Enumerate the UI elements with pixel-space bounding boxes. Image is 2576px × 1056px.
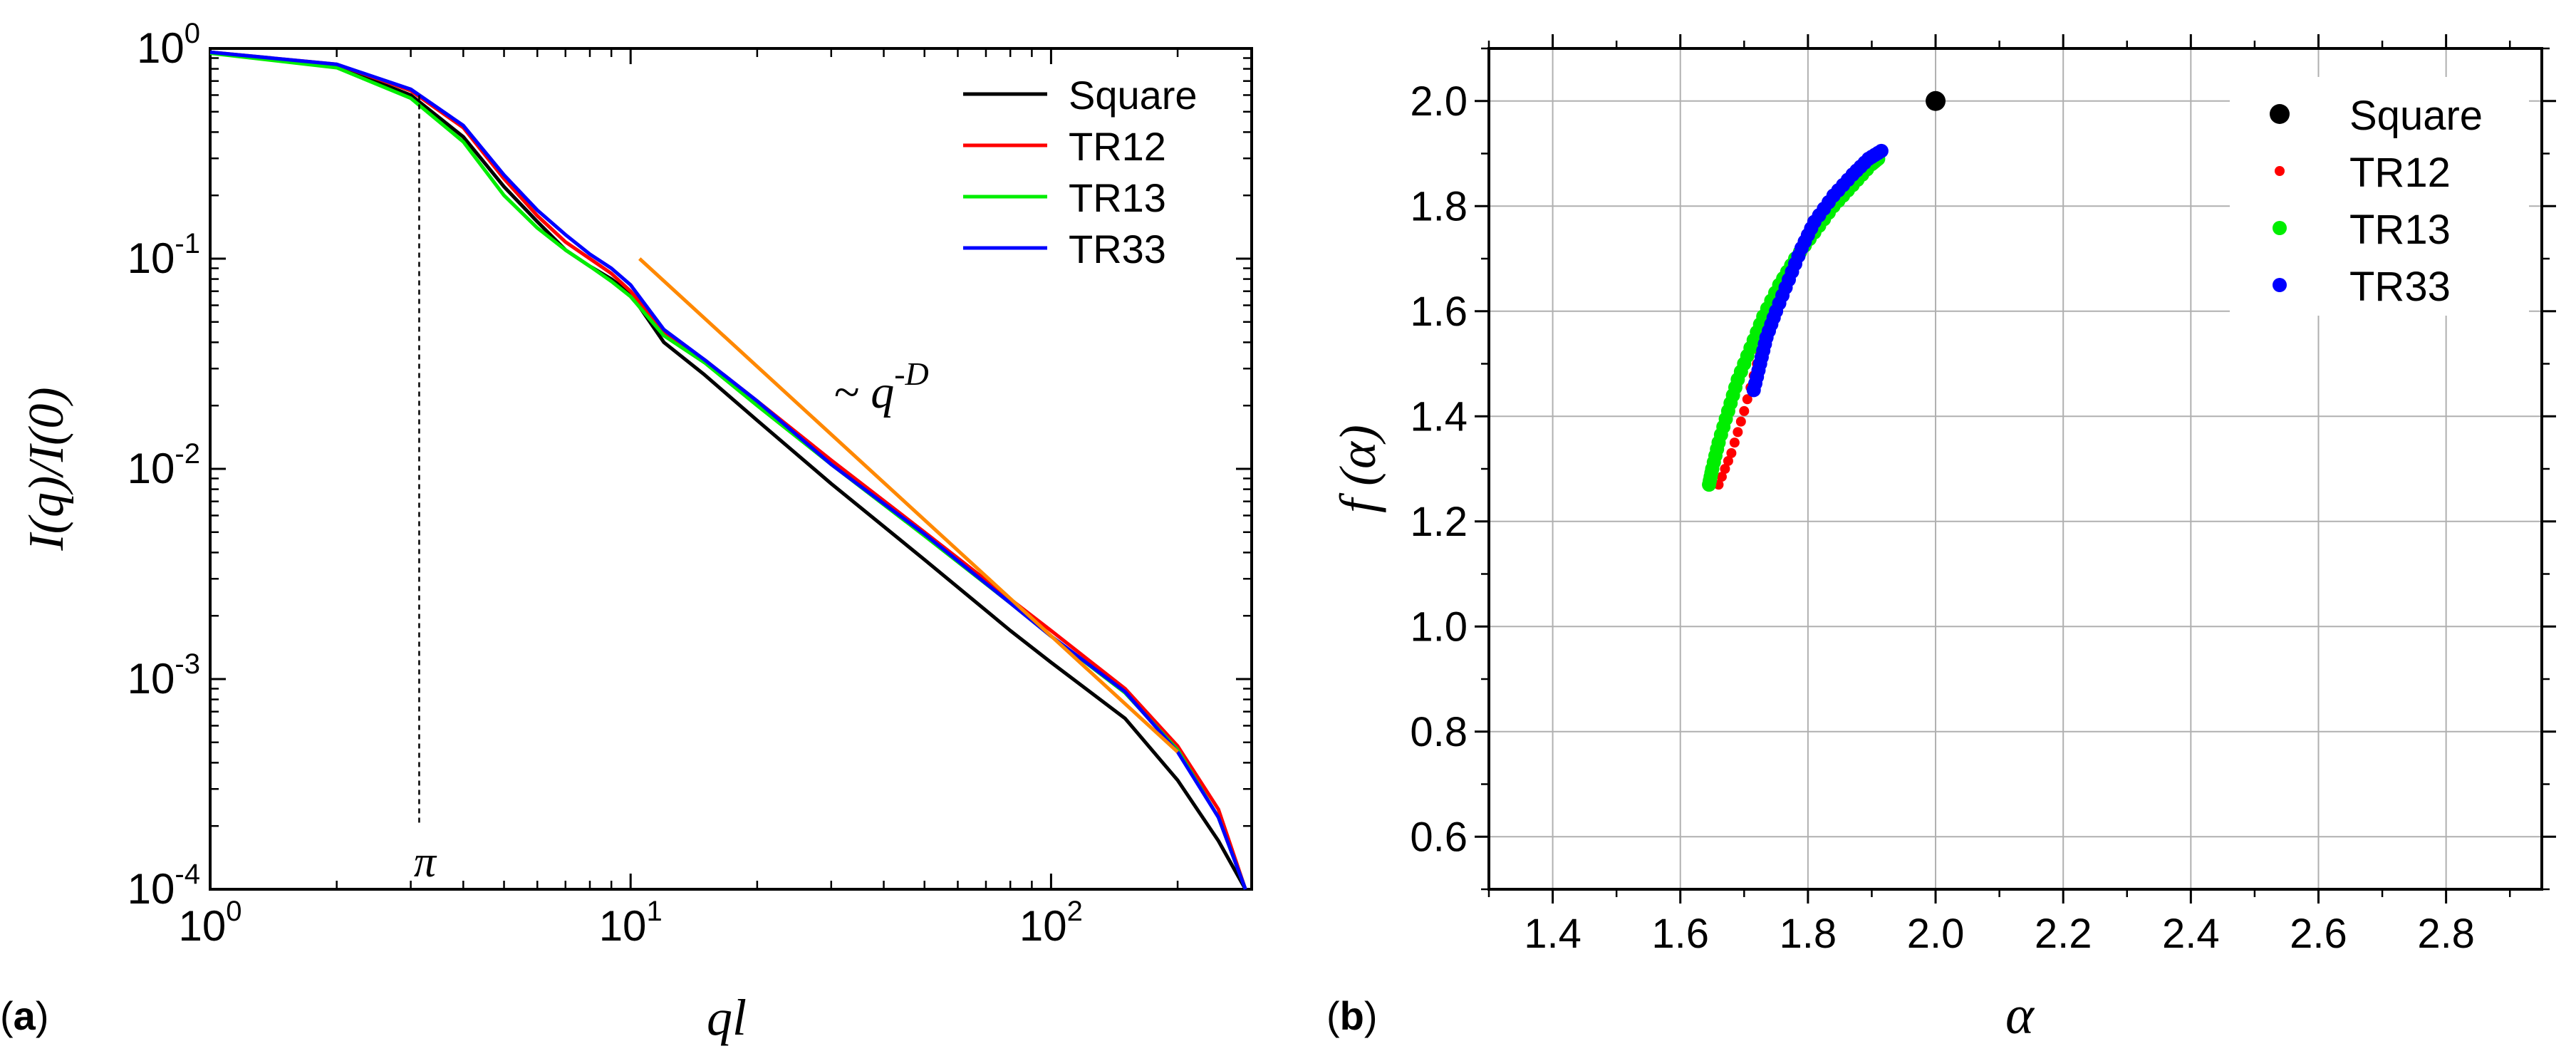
x-tick-label: 2.8 [2417,911,2475,957]
point-tr12 [1716,472,1727,482]
power-law-fit-line [638,257,1179,754]
x-tick-label-exp: 0 [226,896,242,927]
point-tr12 [1742,394,1752,405]
point-tr12 [1729,438,1740,448]
pi-label: π [414,838,437,886]
legend-marker-tr13 [2273,221,2287,235]
y-tick-label: 1.8 [1410,183,1468,229]
y-tick-label: 0.8 [1410,709,1468,755]
panel-b-letter-text: b [1340,993,1364,1038]
x-tick-label-exp: 2 [1067,896,1083,927]
plot-a-ylabel-text: I(q)/I(0) [19,387,74,551]
plot-b-grid [1489,48,2542,889]
power-law-label-exp: -D [894,356,929,392]
y-tick-label: 100 [137,18,200,72]
point-tr12 [1723,455,1733,466]
y-tick-label: 0.6 [1410,814,1468,860]
series-line-tr33 [209,50,1247,890]
x-tick-label: 101 [599,896,663,950]
y-tick-label-exp: 0 [185,18,200,49]
legend-label-tr12: TR12 [2349,150,2451,196]
plot-b-ticks: 1.4 1.6 1.8 2.0 2.2 2.4 2.6 2.8 0.6 0.8 1.0 1.2 1.4 1… [1410,34,2556,957]
panel-a-letter: (a) [0,993,48,1038]
y-tick-label-exp: -2 [175,438,200,470]
legend-label-square: Square [1069,73,1198,118]
y-tick-label: 1.4 [1410,393,1468,440]
y-tick-label-exp: -1 [175,228,200,259]
legend-label-tr33: TR33 [1069,227,1166,271]
x-tick-label-base: 10 [1019,902,1067,950]
plot-b-series [1702,90,1946,492]
y-tick-label-base: 10 [128,655,175,703]
legend-marker-square [2270,104,2290,124]
y-tick-label: 10-4 [128,859,200,913]
plot-b-ylabel: f (α) [1329,425,1386,513]
point-tr12 [1720,464,1730,474]
y-tick-label: 10-1 [128,228,200,282]
y-tick-label-exp: -3 [175,648,200,680]
y-tick-label-exp: -4 [175,859,200,890]
legend-label-square: Square [2349,93,2483,139]
y-tick-label-base: 10 [137,24,185,72]
y-tick-label: 1.0 [1410,604,1468,650]
plot-b-xlabel: α [2005,985,2035,1045]
plot-a-frame [209,47,1253,891]
y-tick-label-base: 10 [128,865,175,913]
legend-label-tr12: TR12 [1069,124,1166,169]
power-law-label: ~ q-D [833,356,929,418]
x-tick-label: 2.2 [2035,911,2092,957]
y-tick-label: 1.6 [1410,289,1468,335]
point-tr33 [1874,143,1889,158]
x-tick-label-base: 10 [179,902,227,950]
x-tick-label-base: 10 [599,902,647,950]
plot-b-legend: Square TR12 TR13 TR33 [2230,77,2529,316]
y-tick-label-base: 10 [128,445,175,492]
plot-a-annotations: π ~ q-D [414,95,1179,886]
panel-a-letter-text: a [14,993,36,1038]
point-square [1926,90,1946,111]
panel-b-chart: 1.4 1.6 1.8 2.0 2.2 2.4 2.6 2.8 0.6 0.8 1.0 1.2 1.4 1… [1329,34,2556,1045]
plot-a-ylabel: I(q)/I(0) [19,387,74,551]
point-tr12 [1726,447,1737,458]
y-tick-label: 2.0 [1410,78,1468,125]
x-tick-label: 2.6 [2290,911,2347,957]
legend-marker-tr12 [2275,166,2285,176]
y-tick-label-base: 10 [128,234,175,282]
y-tick-label: 10-3 [128,648,200,703]
y-tick-label: 10-2 [128,438,200,492]
legend-label-tr13: TR13 [2349,207,2451,253]
panel-b-letter: (b) [1326,993,1378,1038]
x-tick-label: 2.4 [2162,911,2220,957]
x-tick-label: 1.8 [1780,911,1837,957]
y-tick-label: 1.2 [1410,499,1468,545]
x-tick-label: 1.4 [1524,911,1582,957]
legend-label-tr13: TR13 [1069,175,1166,220]
x-tick-label: 102 [1019,896,1083,950]
point-tr12 [1735,416,1746,427]
legend-label-tr33: TR33 [2349,264,2451,310]
x-tick-label-exp: 1 [646,896,662,927]
plot-a-xlabel: ql [707,989,747,1046]
x-tick-label: 1.6 [1651,911,1709,957]
x-tick-label: 2.0 [1907,911,1965,957]
point-tr12 [1739,405,1750,416]
legend-marker-tr33 [2273,278,2287,292]
plot-a-legend: Square TR12 TR13 TR33 [963,73,1198,271]
series-line-square [209,50,1247,891]
power-law-label-base: ~ q [833,366,894,418]
point-tr12 [1733,427,1743,438]
x-tick-label: 100 [179,896,242,950]
plot-a-series [209,50,1247,891]
